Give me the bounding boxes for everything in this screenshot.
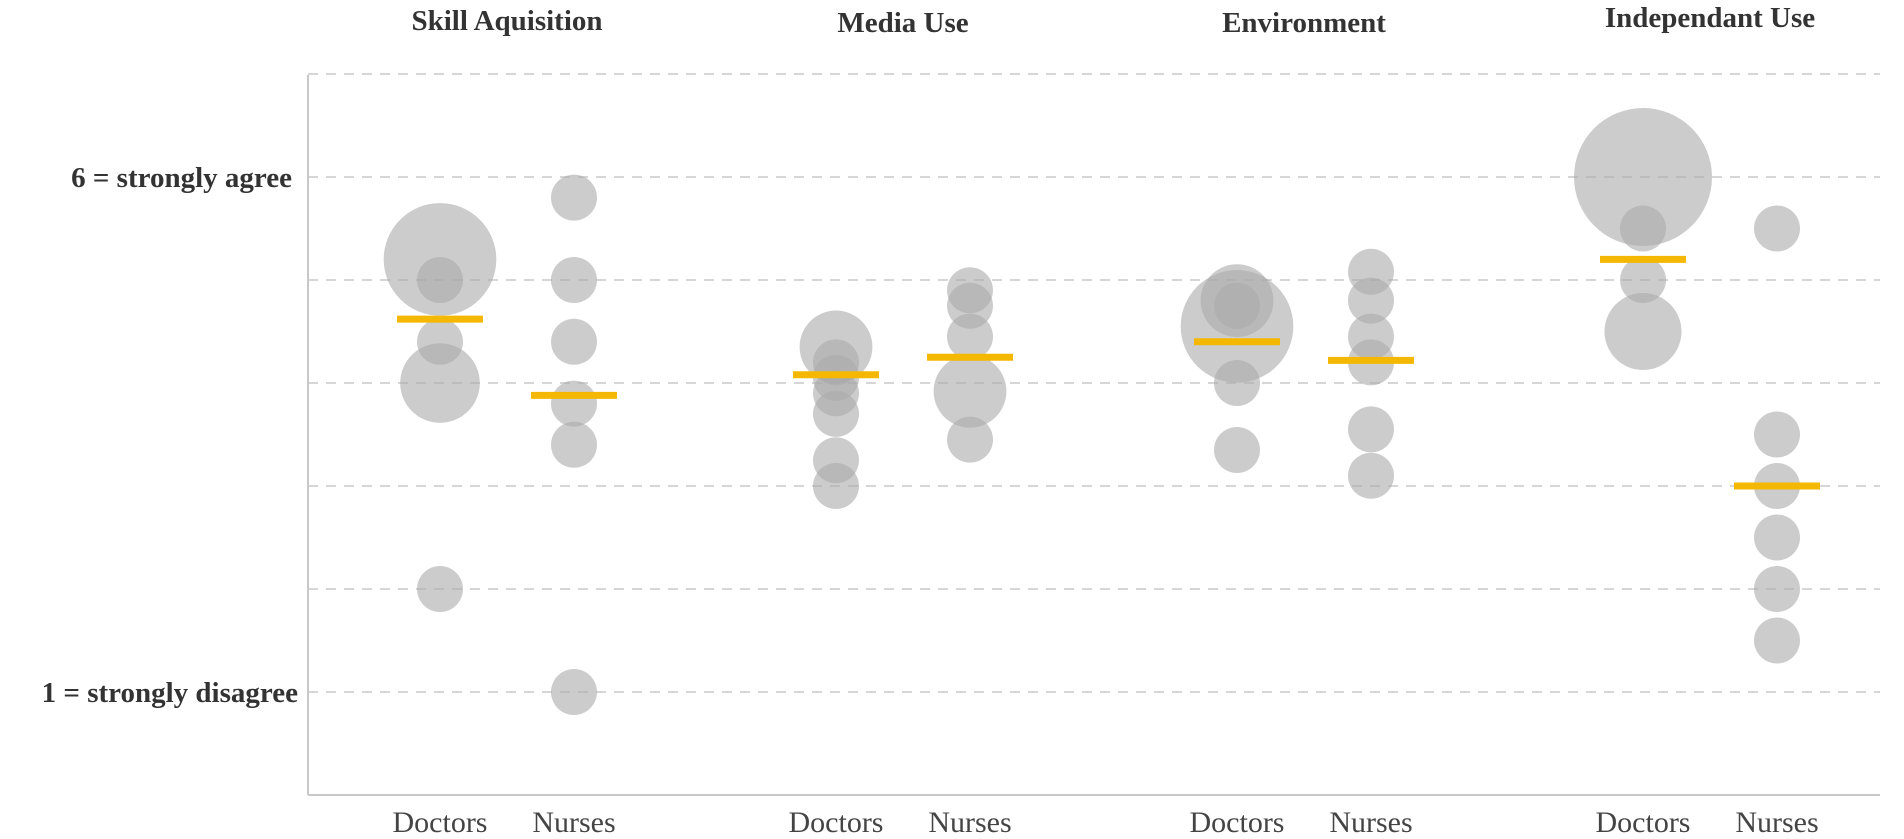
response-bubble <box>947 416 993 463</box>
y-axis-top-label: 6 = strongly agree <box>71 162 292 194</box>
y-axis-bottom-label: 1 = strongly disagree <box>42 677 298 709</box>
response-bubble <box>1348 277 1394 324</box>
response-bubble <box>947 313 993 360</box>
response-bubble <box>417 566 463 612</box>
response-bubble <box>1214 360 1260 406</box>
response-bubble <box>400 343 480 423</box>
group-label: Nurses <box>1735 806 1818 839</box>
response-bubble <box>1604 293 1682 370</box>
mean-markers <box>397 255 1820 490</box>
group-label: Doctors <box>393 806 488 839</box>
response-bubble <box>813 463 859 509</box>
group-label: Doctors <box>789 806 884 839</box>
group-label: Doctors <box>1190 806 1285 839</box>
response-bubble <box>551 380 597 427</box>
response-bubble <box>1754 617 1800 664</box>
response-bubble <box>1214 426 1260 473</box>
response-bubble <box>551 318 597 365</box>
response-bubble <box>551 174 597 221</box>
group-label: Nurses <box>1329 806 1412 839</box>
category-titles: Skill Aquisition Media Use Environment Inde… <box>411 2 1815 39</box>
group-label: Nurses <box>928 806 1011 839</box>
group-label: Nurses <box>532 806 615 839</box>
category-title: Environment <box>1222 7 1386 39</box>
response-bubble <box>1214 282 1260 329</box>
response-bubble <box>1348 452 1394 499</box>
response-bubble <box>1754 566 1800 612</box>
bubbles <box>383 108 1800 715</box>
response-bubble <box>551 257 597 303</box>
response-bubble <box>417 257 463 303</box>
response-bubble <box>933 354 1007 428</box>
response-bubble <box>1754 514 1800 561</box>
response-bubble <box>813 390 859 437</box>
response-bubble <box>1348 406 1394 453</box>
response-bubble <box>1754 205 1800 252</box>
response-bubble <box>1620 257 1666 303</box>
category-title: Media Use <box>837 7 968 39</box>
response-bubble <box>1754 411 1800 458</box>
response-bubble <box>417 318 463 365</box>
response-bubble <box>1574 108 1712 246</box>
category-title: Skill Aquisition <box>411 5 602 37</box>
response-bubble <box>551 669 597 715</box>
group-labels: Doctors Nurses Doctors Nurses Doctors Nurses D… <box>393 806 1819 839</box>
response-bubble <box>551 421 597 468</box>
category-title: Independant Use <box>1605 2 1815 34</box>
group-label: Doctors <box>1596 806 1691 839</box>
response-bubble <box>1620 205 1666 252</box>
